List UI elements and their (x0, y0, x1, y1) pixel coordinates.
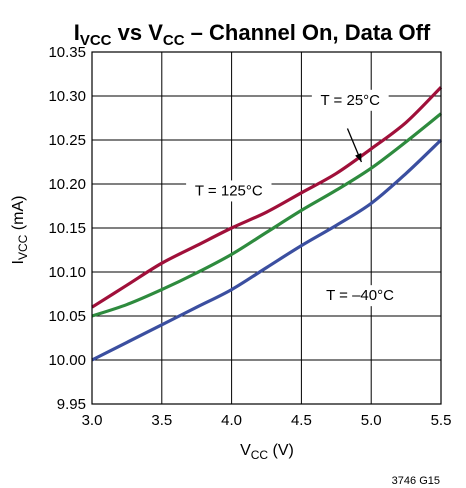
chart-title: IVCC vs VCC – Channel On, Data Off (74, 20, 431, 49)
annotation-label: T = 125°C (195, 182, 263, 199)
y-tick-label: 9.95 (57, 396, 86, 413)
x-tick-label: 4.0 (221, 412, 242, 429)
series-line-0 (91, 86, 443, 309)
y-axis-label: IVCC (mA) (10, 196, 30, 265)
annotation-bg (311, 89, 389, 111)
figure-id: 3746 G15 (392, 475, 440, 487)
plot-frame (91, 51, 442, 405)
annotation-bg (186, 180, 272, 202)
x-tick-labels: 3.0 3.5 4.0 4.5 5.0 5.5 (82, 412, 452, 429)
series-line-1 (91, 112, 443, 318)
y-tick-labels: 9.95 10.00 10.05 10.10 10.15 10.20 10.25 10.30 1… (48, 44, 86, 413)
annotation-label: T = –40°C (326, 287, 394, 304)
y-tick-label: 10.25 (48, 132, 86, 149)
annotation-label: T = 25°C (321, 92, 381, 109)
annotation-bg (317, 285, 403, 307)
annotation-arrowhead (355, 153, 362, 162)
y-tick-label: 10.00 (48, 352, 86, 369)
x-tick-label: 5.0 (361, 412, 382, 429)
x-tick-label: 3.0 (82, 412, 103, 429)
x-tick-label: 5.5 (431, 412, 452, 429)
x-tick-label: 4.5 (291, 412, 312, 429)
y-tick-label: 10.35 (48, 44, 86, 61)
y-tick-label: 10.30 (48, 88, 86, 105)
y-tick-label: 10.10 (48, 264, 86, 281)
x-tick-label: 3.5 (151, 412, 172, 429)
annotations: T = 25°C T = 125°C T = –40°C (186, 89, 403, 307)
series-line-2 (91, 138, 443, 362)
x-axis-label: VCC (V) (240, 442, 294, 462)
y-tick-label: 10.20 (48, 176, 86, 193)
y-tick-label: 10.15 (48, 220, 86, 237)
series-layer (91, 86, 443, 362)
y-tick-label: 10.05 (48, 308, 86, 325)
